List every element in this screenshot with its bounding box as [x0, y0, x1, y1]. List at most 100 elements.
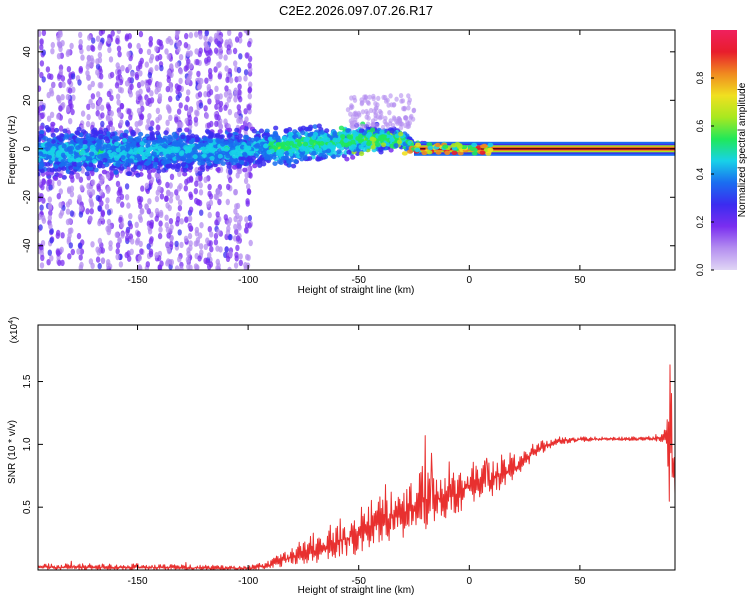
- spectrogram-noise-mark: [167, 106, 172, 113]
- spectrogram-noise-mark: [45, 66, 51, 73]
- spectrogram-band-mark: [147, 156, 153, 161]
- spectrogram-noise-mark: [69, 210, 75, 217]
- spectrogram-band-mark: [220, 150, 226, 156]
- spectrogram-noise-mark: [138, 47, 143, 55]
- spectrogram-noise-mark: [106, 185, 111, 193]
- spectrogram-band-mark: [85, 133, 91, 139]
- spectrogram-band-mark: [105, 131, 111, 137]
- spectrogram-band-mark: [174, 142, 180, 147]
- spectrogram-noise-mark: [365, 111, 370, 117]
- spectrogram-noise-mark: [177, 229, 182, 236]
- spectrogram-noise-mark: [61, 81, 66, 88]
- spectrogram-noise-mark: [224, 39, 229, 46]
- spectrogram-noise-mark: [403, 115, 408, 121]
- snr-x-tick-label: -100: [238, 576, 258, 587]
- spectrogram-noise-mark: [174, 265, 180, 270]
- spectrogram-noise-mark: [406, 105, 411, 111]
- spectrogram-noise-mark: [55, 232, 60, 239]
- spectrogram-noise-mark: [90, 241, 95, 248]
- spectrogram-noise-mark: [126, 202, 131, 209]
- spectrogram-ridge-mark: [414, 147, 421, 153]
- spectrogram-noise-mark: [49, 90, 55, 97]
- spectrogram-noise-mark: [159, 193, 165, 200]
- spectrogram-noise-mark: [144, 182, 150, 189]
- spectrogram-band-mark: [44, 142, 50, 148]
- spectrogram-band-mark: [303, 137, 309, 143]
- spectrogram-noise-mark: [166, 69, 172, 76]
- spectrogram-band-mark: [195, 137, 201, 143]
- spectrogram-noise-mark: [105, 197, 110, 204]
- spectrogram-band-mark: [220, 161, 226, 166]
- spectrogram-noise-mark: [59, 209, 65, 216]
- spectrogram-band-mark: [346, 141, 353, 147]
- snr-plot-area: [38, 325, 675, 570]
- spectrogram-band-mark: [216, 159, 222, 165]
- spectrogram-band-mark: [38, 171, 41, 177]
- spectrogram-noise-mark: [136, 42, 141, 50]
- spectrogram-band-mark: [68, 174, 75, 180]
- spectrogram-noise-mark: [399, 98, 404, 104]
- spectrogram-noise-mark: [139, 208, 144, 215]
- spectrogram-noise-mark: [213, 239, 219, 246]
- spectrogram-band-mark: [246, 141, 252, 146]
- spectrogram-noise-mark: [398, 125, 404, 131]
- spectrogram-band-mark: [202, 136, 208, 142]
- spectrogram-noise-mark: [49, 227, 54, 235]
- spectrogram-band-mark: [79, 150, 85, 156]
- spectrogram-noise-mark: [148, 251, 154, 258]
- spectrogram-band-mark: [151, 168, 157, 173]
- spectrogram-noise-mark: [128, 223, 133, 230]
- chart-title: C2E2.2026.097.07.26.R17: [279, 3, 433, 18]
- spectrogram-noise-mark: [207, 226, 212, 233]
- spectrogram-band-mark: [302, 141, 309, 147]
- spectrogram-noise-mark: [226, 183, 231, 191]
- spectrogram-band-mark: [231, 142, 237, 148]
- spectrogram-band-mark: [57, 173, 63, 179]
- spectrogram-noise-mark: [207, 263, 212, 270]
- spectrogram-band-mark: [302, 155, 308, 161]
- spectrogram-noise-mark: [174, 189, 179, 196]
- spectrogram-band-mark: [119, 166, 125, 171]
- spectrogram-noise-mark: [114, 231, 120, 238]
- spectrogram-band-mark: [348, 135, 354, 140]
- spectrogram-noise-mark: [214, 85, 219, 93]
- spectrogram-band-mark: [393, 143, 399, 148]
- colorbar-ticks: 0.0 0.2 0.4 0.6 0.8: [695, 72, 714, 276]
- spectrogram-band-mark: [331, 154, 337, 160]
- spectrogram-band-mark: [147, 146, 153, 152]
- spectrogram-band-mark: [319, 141, 325, 146]
- spectrogram-noise-mark: [383, 98, 389, 104]
- spectrogram-noise-mark: [154, 88, 159, 95]
- spectrogram-noise-mark: [207, 252, 212, 259]
- spectrogram-noise-mark: [175, 194, 180, 201]
- spectrogram-band-mark: [49, 167, 55, 173]
- spectrogram-band-mark: [370, 144, 376, 150]
- spectrogram-band-mark: [189, 133, 196, 139]
- spectrogram-noise-mark: [196, 70, 201, 78]
- spectrogram-band-mark: [257, 149, 263, 155]
- spectrogram-noise-mark: [134, 221, 139, 228]
- spectrogram-noise-mark: [140, 105, 145, 113]
- spectrogram-noise-mark: [66, 187, 72, 194]
- spectrogram-band-mark: [378, 149, 384, 155]
- snr-x-tick-label: -150: [128, 576, 148, 587]
- snr-axes: -150 -100 -50 0 50 0.5 1.0 1.5: [22, 325, 675, 587]
- spectrogram-band-mark: [311, 150, 317, 156]
- spectrogram-noise-mark: [226, 225, 231, 232]
- spectrogram-noise-mark: [199, 249, 204, 256]
- spectrogram-noise-mark: [67, 78, 72, 85]
- spectrogram-band-mark: [346, 149, 352, 155]
- spectrogram-noise-mark: [108, 240, 113, 247]
- spectrogram-band-mark: [244, 135, 250, 140]
- spectrogram-band-mark: [88, 162, 94, 168]
- spectrogram-noise-mark: [50, 41, 55, 49]
- spectrogram-noise-mark: [135, 237, 141, 244]
- spectrogram-noise-mark: [119, 221, 125, 229]
- spectrogram-band-mark: [297, 126, 303, 132]
- spectrogram-band-mark: [137, 165, 143, 170]
- spectrogram-band-mark: [209, 155, 215, 161]
- spectrogram-band-mark: [38, 133, 44, 139]
- spectrogram-band-mark: [332, 137, 338, 143]
- spectrogram-noise-mark: [177, 170, 182, 177]
- spectrogram-band-mark: [209, 149, 215, 154]
